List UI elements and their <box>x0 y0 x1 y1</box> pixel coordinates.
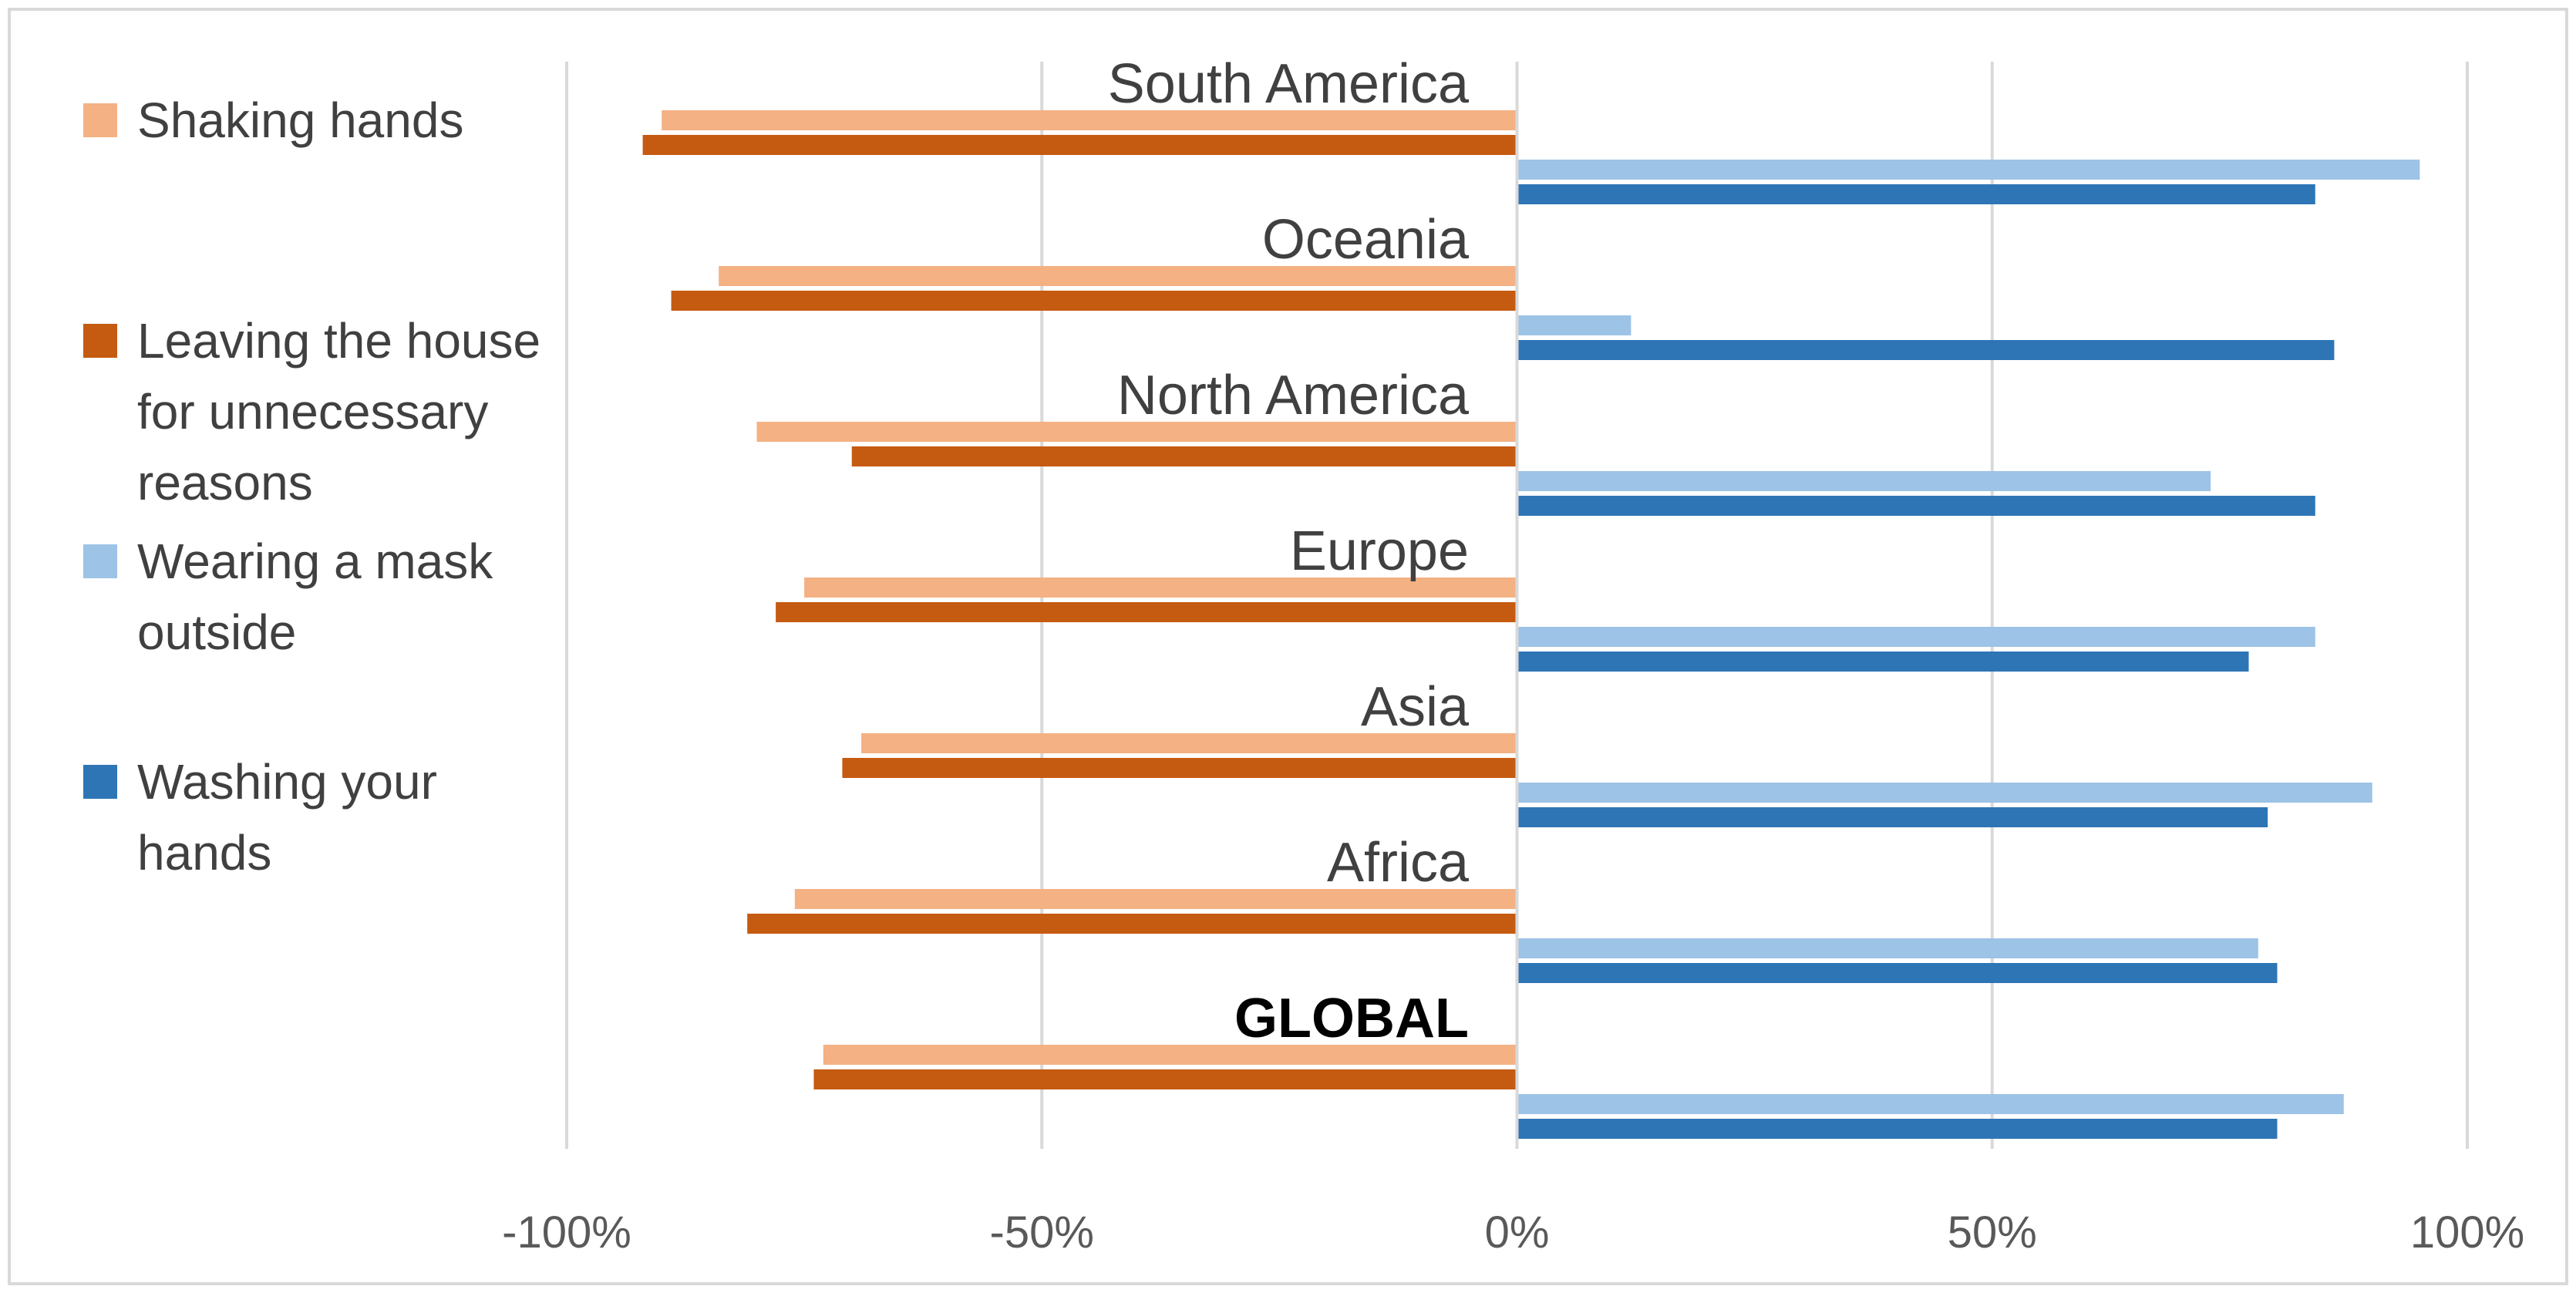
bar-south-america-series-2 <box>1517 160 2420 180</box>
bar-global-series-0 <box>823 1045 1517 1065</box>
bar-africa-series-0 <box>794 889 1517 909</box>
bar-north-america-series-2 <box>1517 471 2211 491</box>
bar-asia-series-1 <box>842 758 1517 778</box>
legend-item: Wearing a mask outside <box>83 526 577 668</box>
x-tick-label: 50% <box>1948 1207 2037 1258</box>
legend-item: Leaving the house for unnecessary reasons <box>83 305 577 518</box>
bar-oceania-series-0 <box>719 266 1517 286</box>
legend-label-line: Washing your <box>137 754 437 810</box>
bar-asia-series-3 <box>1517 807 2268 827</box>
category-label: South America <box>1108 53 1470 115</box>
legend-swatch <box>83 544 117 578</box>
x-tick-label: -100% <box>502 1207 631 1258</box>
category-label: North America <box>1117 365 1470 426</box>
bar-north-america-series-0 <box>756 422 1517 442</box>
legend-label-line: outside <box>137 604 297 660</box>
bar-global-series-3 <box>1517 1119 2278 1139</box>
bar-europe-series-0 <box>804 577 1517 598</box>
legend-label-line: Leaving the house <box>137 313 541 369</box>
x-tick-label: 0% <box>1485 1207 1550 1258</box>
legend-swatch <box>83 324 117 358</box>
legend-item: Shaking hands <box>83 85 577 156</box>
bar-asia-series-0 <box>861 733 1517 753</box>
legend-swatch <box>83 103 117 137</box>
legend-label-line: reasons <box>137 455 313 510</box>
bar-africa-series-1 <box>747 914 1517 934</box>
bar-south-america-series-3 <box>1517 184 2315 204</box>
bar-north-america-series-3 <box>1517 496 2315 516</box>
legend-item: Washing your hands <box>83 746 577 888</box>
legend-swatch <box>83 765 117 799</box>
x-tick-label: -50% <box>990 1207 1094 1258</box>
bar-europe-series-2 <box>1517 627 2315 647</box>
legend-label: Washing your hands <box>137 746 577 888</box>
legend-label-line: Shaking hands <box>137 93 464 148</box>
x-tick-label: 100% <box>2410 1207 2524 1258</box>
category-label: Africa <box>1327 832 1470 894</box>
legend-label: Shaking hands <box>137 85 577 156</box>
bar-africa-series-2 <box>1517 938 2258 958</box>
bar-north-america-series-1 <box>851 446 1517 466</box>
category-label: Europe <box>1290 520 1469 582</box>
bar-africa-series-3 <box>1517 963 2278 983</box>
legend-label: Wearing a mask outside <box>137 526 577 668</box>
bar-oceania-series-3 <box>1517 340 2335 360</box>
legend-label-line: hands <box>137 825 272 881</box>
bar-south-america-series-1 <box>642 135 1517 155</box>
bar-europe-series-3 <box>1517 652 2249 672</box>
category-label: Asia <box>1361 676 1470 738</box>
category-label: Oceania <box>1262 209 1470 271</box>
bar-oceania-series-1 <box>671 291 1517 311</box>
bar-global-series-1 <box>813 1069 1517 1089</box>
legend-label-line: for unnecessary <box>137 384 489 439</box>
category-label: GLOBAL <box>1234 988 1469 1049</box>
bar-global-series-2 <box>1517 1094 2344 1114</box>
bar-south-america-series-0 <box>662 110 1517 130</box>
bar-oceania-series-2 <box>1517 315 1631 335</box>
bar-asia-series-2 <box>1517 783 2372 803</box>
legend-label: Leaving the house for unnecessary reasons <box>137 305 577 518</box>
legend-label-line: Wearing a mask <box>137 534 493 589</box>
bar-europe-series-1 <box>776 602 1517 622</box>
